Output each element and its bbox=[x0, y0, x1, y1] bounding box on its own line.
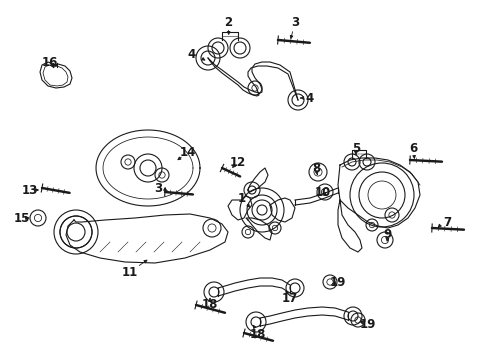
Text: 9: 9 bbox=[383, 228, 391, 240]
Text: 19: 19 bbox=[329, 275, 346, 288]
Text: 13: 13 bbox=[22, 184, 38, 197]
Text: 1: 1 bbox=[238, 192, 245, 204]
Text: 10: 10 bbox=[314, 185, 330, 198]
Text: 17: 17 bbox=[281, 292, 298, 305]
Text: 6: 6 bbox=[408, 141, 416, 154]
Text: 18: 18 bbox=[202, 298, 218, 311]
Text: 18: 18 bbox=[249, 328, 265, 342]
Text: 7: 7 bbox=[442, 216, 450, 229]
Text: 14: 14 bbox=[180, 145, 196, 158]
Text: 5: 5 bbox=[351, 141, 359, 154]
Text: 11: 11 bbox=[122, 266, 138, 279]
Text: 12: 12 bbox=[229, 156, 245, 168]
Text: 3: 3 bbox=[154, 181, 162, 194]
Text: 19: 19 bbox=[359, 319, 375, 332]
Text: 16: 16 bbox=[42, 55, 58, 68]
Text: 15: 15 bbox=[14, 211, 30, 225]
Text: 4: 4 bbox=[305, 91, 313, 104]
Text: 8: 8 bbox=[311, 162, 320, 175]
Text: 2: 2 bbox=[224, 15, 232, 28]
Text: 3: 3 bbox=[290, 15, 299, 28]
Text: 4: 4 bbox=[187, 49, 196, 62]
